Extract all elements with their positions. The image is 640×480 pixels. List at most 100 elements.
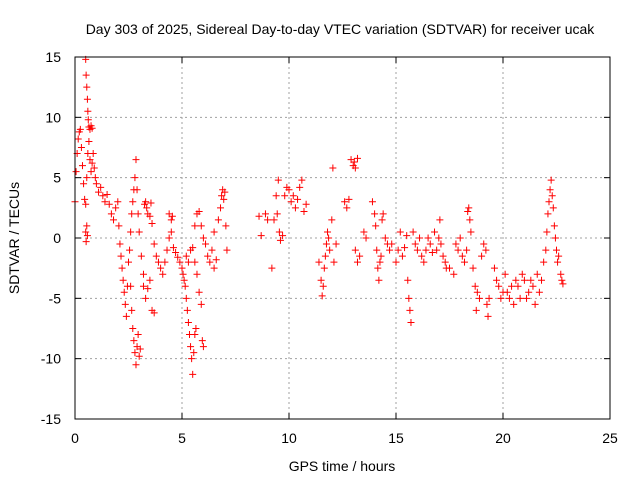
data-point [272, 192, 280, 200]
data-point [433, 246, 441, 254]
data-point [378, 216, 386, 224]
data-point [480, 240, 488, 248]
data-point [409, 228, 417, 236]
data-point [551, 234, 559, 242]
data-point [184, 258, 192, 266]
data-point [197, 222, 205, 230]
data-point [345, 195, 353, 203]
data-point [130, 337, 138, 345]
data-point [264, 216, 272, 224]
data-point [115, 222, 123, 230]
data-point [371, 210, 379, 218]
data-point [148, 220, 156, 228]
data-point [529, 282, 537, 290]
data-point [554, 258, 562, 266]
data-point [431, 228, 439, 236]
data-point [472, 306, 480, 314]
data-point [446, 264, 453, 272]
data-point [198, 337, 206, 345]
data-point [83, 222, 91, 230]
data-point [97, 183, 105, 191]
data-point [139, 282, 147, 290]
data-point [178, 264, 186, 272]
y-tick-label: 5 [53, 170, 61, 186]
data-point [276, 236, 284, 244]
data-point [386, 246, 394, 254]
data-point [392, 258, 400, 266]
x-tick-label: 10 [281, 430, 297, 446]
data-point [165, 234, 173, 242]
data-point [422, 246, 430, 254]
data-point [181, 282, 189, 290]
data-point [127, 282, 135, 290]
data-point [418, 252, 426, 260]
data-point [291, 204, 299, 212]
data-point [112, 204, 120, 212]
data-point [82, 228, 90, 236]
data-point [508, 282, 516, 290]
data-point [326, 246, 334, 254]
data-point [546, 186, 554, 194]
chart-title: Day 303 of 2025, Sidereal Day-to-day VTE… [86, 21, 596, 37]
data-point [437, 240, 445, 248]
data-point [547, 176, 555, 184]
x-tick-label: 15 [388, 430, 404, 446]
data-point [182, 294, 190, 302]
data-point [458, 252, 466, 260]
data-point [478, 252, 486, 260]
data-point [172, 248, 180, 256]
data-point [197, 300, 205, 308]
data-point [375, 276, 383, 284]
data-point [467, 228, 475, 236]
data-point [482, 246, 490, 254]
data-point [516, 294, 524, 302]
data-point [452, 240, 460, 248]
data-point [132, 156, 140, 164]
data-point [136, 345, 144, 353]
data-point [298, 176, 306, 184]
data-point [255, 212, 263, 220]
x-tick-label: 20 [495, 430, 511, 446]
data-point [221, 188, 229, 196]
data-point [329, 164, 337, 172]
data-point [193, 270, 201, 278]
data-point [275, 228, 283, 236]
data-point [294, 195, 302, 203]
data-point [116, 240, 124, 248]
data-point [321, 252, 329, 260]
data-point [133, 186, 141, 194]
data-point [441, 258, 449, 266]
data-point [495, 282, 503, 290]
data-point [128, 306, 136, 314]
y-tick-label: 0 [53, 230, 61, 246]
data-point [533, 270, 541, 278]
data-point [350, 158, 358, 166]
data-point [182, 252, 190, 260]
data-point [204, 252, 212, 260]
data-point [139, 270, 147, 278]
data-point [74, 135, 82, 143]
data-point [406, 306, 414, 314]
data-point [146, 276, 154, 284]
data-point [281, 192, 289, 200]
data-point [341, 198, 349, 206]
data-point [320, 264, 328, 272]
data-point [210, 264, 218, 272]
data-point [195, 288, 203, 296]
data-point [83, 83, 91, 91]
data-point [80, 180, 88, 188]
data-point [398, 252, 406, 260]
data-point [119, 276, 127, 284]
data-point [180, 276, 188, 284]
data-point [154, 258, 162, 266]
data-point [135, 228, 143, 236]
data-point [83, 95, 91, 103]
data-point [368, 198, 376, 206]
data-point [150, 309, 158, 317]
data-point [544, 210, 552, 218]
data-point [351, 164, 359, 172]
data-point [540, 258, 548, 266]
data-point [110, 216, 118, 224]
data-point [373, 246, 381, 254]
